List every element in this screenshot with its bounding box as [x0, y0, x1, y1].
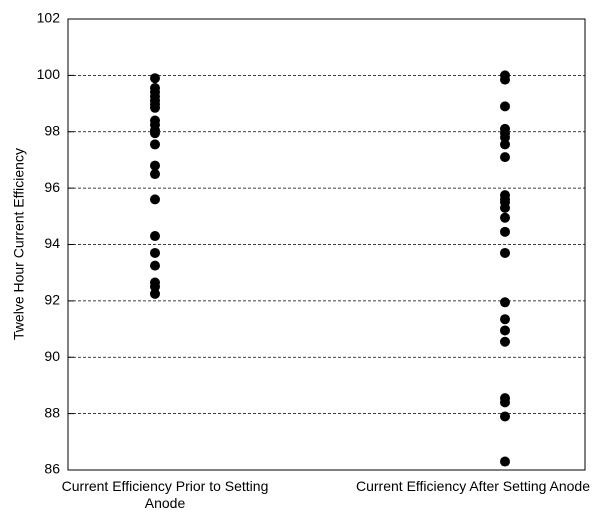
dot: [500, 139, 510, 150]
dot: [150, 128, 160, 139]
dot: [150, 288, 160, 299]
dot: [150, 231, 160, 242]
dot: [150, 139, 160, 150]
dot: [500, 101, 510, 112]
dot: [500, 325, 510, 336]
dot: [500, 456, 510, 467]
y-tick-label: 86: [44, 461, 60, 477]
dot: [150, 160, 160, 171]
dot: [500, 132, 510, 143]
dot: [500, 212, 510, 223]
dot: [500, 336, 510, 347]
dot: [500, 226, 510, 237]
dot: [500, 397, 510, 408]
y-tick-label: 96: [44, 179, 60, 195]
dot: [500, 152, 510, 163]
dot: [150, 102, 160, 113]
dot: [500, 297, 510, 308]
y-tick-label: 100: [37, 66, 61, 82]
dot: [150, 260, 160, 271]
x-tick-label: Current Efficiency Prior to Setting Anod…: [61, 478, 269, 511]
dot: [150, 247, 160, 258]
y-tick-label: 88: [44, 404, 60, 420]
dot: [150, 281, 160, 292]
y-tick-label: 94: [44, 235, 60, 251]
dot: [500, 247, 510, 258]
y-axis-label: Twelve Hour Current Efficiency: [11, 148, 27, 340]
dot: [150, 169, 160, 180]
y-tick-label: 102: [37, 10, 61, 26]
dot: [150, 73, 160, 84]
dot: [500, 74, 510, 85]
y-tick-label: 90: [44, 348, 60, 364]
dot: [500, 314, 510, 325]
dot: [150, 194, 160, 205]
y-tick-label: 98: [44, 122, 60, 138]
y-tick-label: 92: [44, 292, 60, 308]
dot: [500, 202, 510, 213]
dot: [500, 411, 510, 422]
x-tick-label: Current Efficiency After Setting Anode: [356, 478, 590, 494]
